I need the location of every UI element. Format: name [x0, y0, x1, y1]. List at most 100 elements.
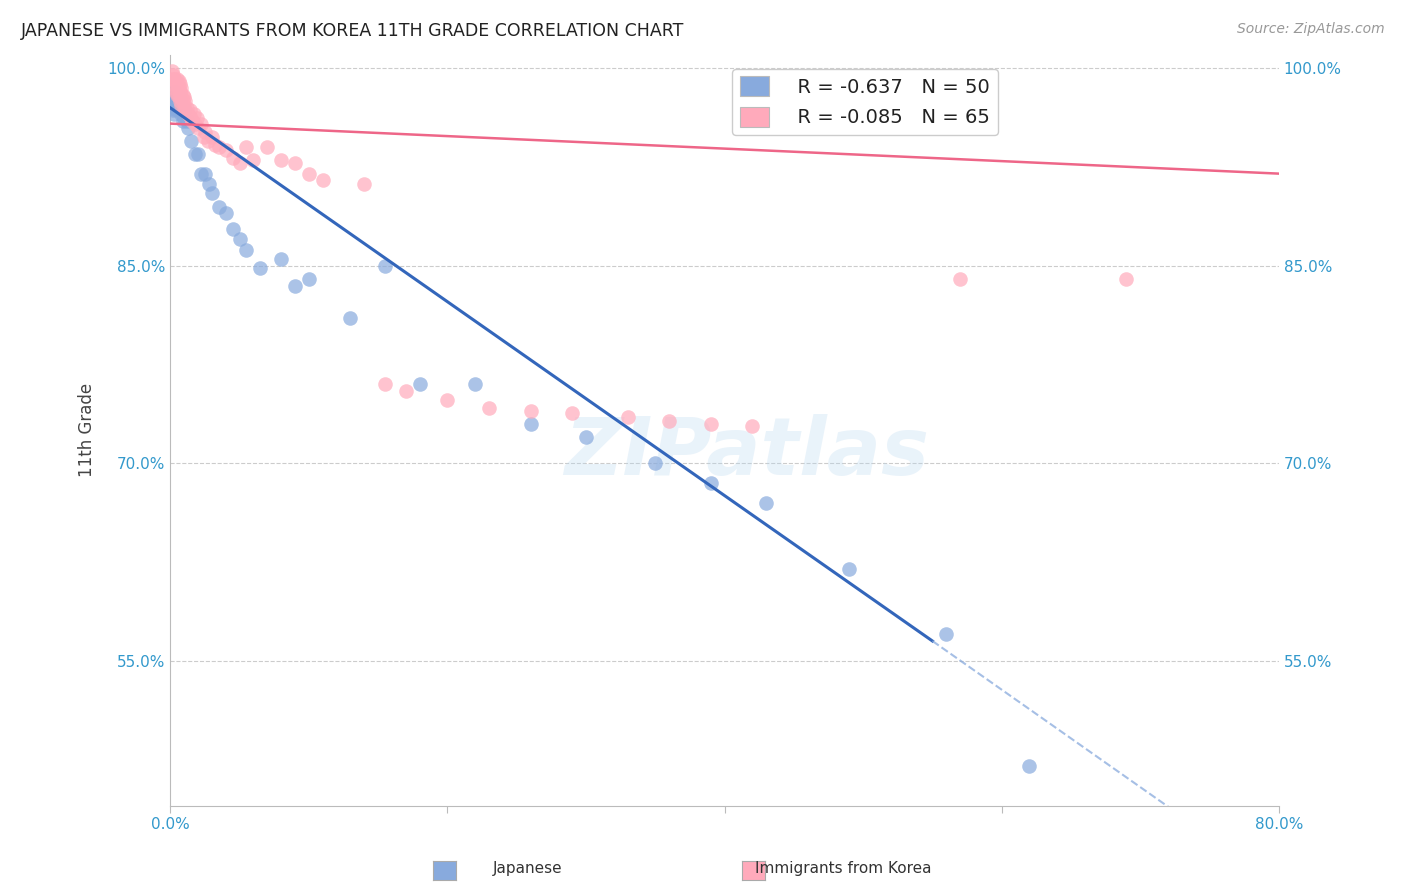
- Point: [169, 77, 191, 91]
- Point: [167, 90, 190, 104]
- Point: [173, 90, 195, 104]
- Point: [353, 177, 375, 191]
- Point: [163, 107, 186, 121]
- Point: [170, 107, 193, 121]
- Point: [180, 134, 202, 148]
- Point: [215, 206, 238, 220]
- Point: [270, 153, 292, 168]
- Point: [172, 94, 194, 108]
- Point: [163, 71, 186, 86]
- Point: [162, 77, 184, 91]
- Point: [1115, 272, 1137, 286]
- Point: [176, 101, 198, 115]
- Point: [165, 87, 187, 102]
- Point: [194, 167, 217, 181]
- Point: [186, 112, 208, 126]
- Point: [166, 94, 188, 108]
- Point: [172, 87, 194, 102]
- Point: [284, 278, 307, 293]
- Point: [165, 101, 187, 115]
- Point: [436, 393, 458, 408]
- Point: [170, 98, 193, 112]
- Point: [160, 71, 183, 86]
- Point: [173, 103, 195, 118]
- Point: [298, 272, 321, 286]
- Point: [699, 476, 721, 491]
- Point: [177, 120, 200, 135]
- Point: [167, 81, 190, 95]
- Point: [215, 143, 238, 157]
- Point: [838, 561, 860, 575]
- Point: [221, 151, 243, 165]
- Point: [699, 417, 721, 431]
- Point: [242, 153, 264, 168]
- Point: [935, 627, 957, 641]
- Point: [312, 173, 335, 187]
- Legend:   R = -0.637   N = 50,   R = -0.085   N = 65: R = -0.637 N = 50, R = -0.085 N = 65: [733, 69, 998, 135]
- Point: [174, 94, 197, 108]
- Point: [197, 134, 219, 148]
- Text: JAPANESE VS IMMIGRANTS FROM KOREA 11TH GRADE CORRELATION CHART: JAPANESE VS IMMIGRANTS FROM KOREA 11TH G…: [21, 22, 685, 40]
- Point: [179, 103, 201, 118]
- Point: [166, 87, 188, 102]
- Point: [166, 103, 188, 118]
- Point: [228, 232, 250, 246]
- Point: [173, 112, 195, 126]
- Point: [658, 414, 681, 428]
- Point: [409, 377, 432, 392]
- Point: [176, 114, 198, 128]
- Point: [162, 103, 184, 118]
- Point: [166, 77, 188, 91]
- Point: [169, 94, 191, 108]
- Point: [165, 74, 187, 88]
- Text: Japanese: Japanese: [492, 861, 562, 876]
- Point: [256, 140, 278, 154]
- Point: [201, 186, 224, 201]
- Point: [163, 90, 186, 104]
- Point: [204, 137, 226, 152]
- Point: [395, 384, 418, 398]
- Point: [165, 85, 187, 99]
- Point: [167, 90, 190, 104]
- Point: [198, 177, 221, 191]
- Text: Source: ZipAtlas.com: Source: ZipAtlas.com: [1237, 22, 1385, 37]
- Text: Immigrants from Korea: Immigrants from Korea: [755, 861, 932, 876]
- Point: [169, 103, 191, 118]
- Point: [165, 94, 187, 108]
- Point: [180, 112, 202, 126]
- Point: [181, 114, 204, 128]
- Point: [270, 252, 292, 267]
- Point: [162, 94, 184, 108]
- Point: [464, 377, 486, 392]
- Point: [644, 456, 666, 470]
- Point: [174, 103, 197, 118]
- Point: [163, 85, 186, 99]
- Point: [160, 101, 183, 115]
- Point: [298, 167, 321, 181]
- Point: [187, 147, 209, 161]
- Point: [235, 243, 257, 257]
- Point: [170, 90, 193, 104]
- Point: [172, 114, 194, 128]
- Point: [193, 129, 215, 144]
- Point: [184, 147, 207, 161]
- Point: [1018, 759, 1040, 773]
- Point: [575, 430, 598, 444]
- Point: [208, 200, 231, 214]
- Point: [167, 74, 190, 88]
- Point: [755, 496, 778, 510]
- Point: [741, 419, 763, 434]
- Point: [190, 167, 212, 181]
- Point: [374, 377, 396, 392]
- Point: [173, 101, 195, 115]
- Point: [249, 261, 271, 276]
- Point: [208, 140, 231, 154]
- Point: [221, 222, 243, 236]
- Point: [170, 101, 193, 115]
- Point: [187, 120, 209, 135]
- Text: ZIPatlas: ZIPatlas: [564, 414, 929, 491]
- Point: [561, 406, 583, 420]
- Point: [339, 311, 361, 326]
- Point: [163, 81, 186, 95]
- Point: [374, 259, 396, 273]
